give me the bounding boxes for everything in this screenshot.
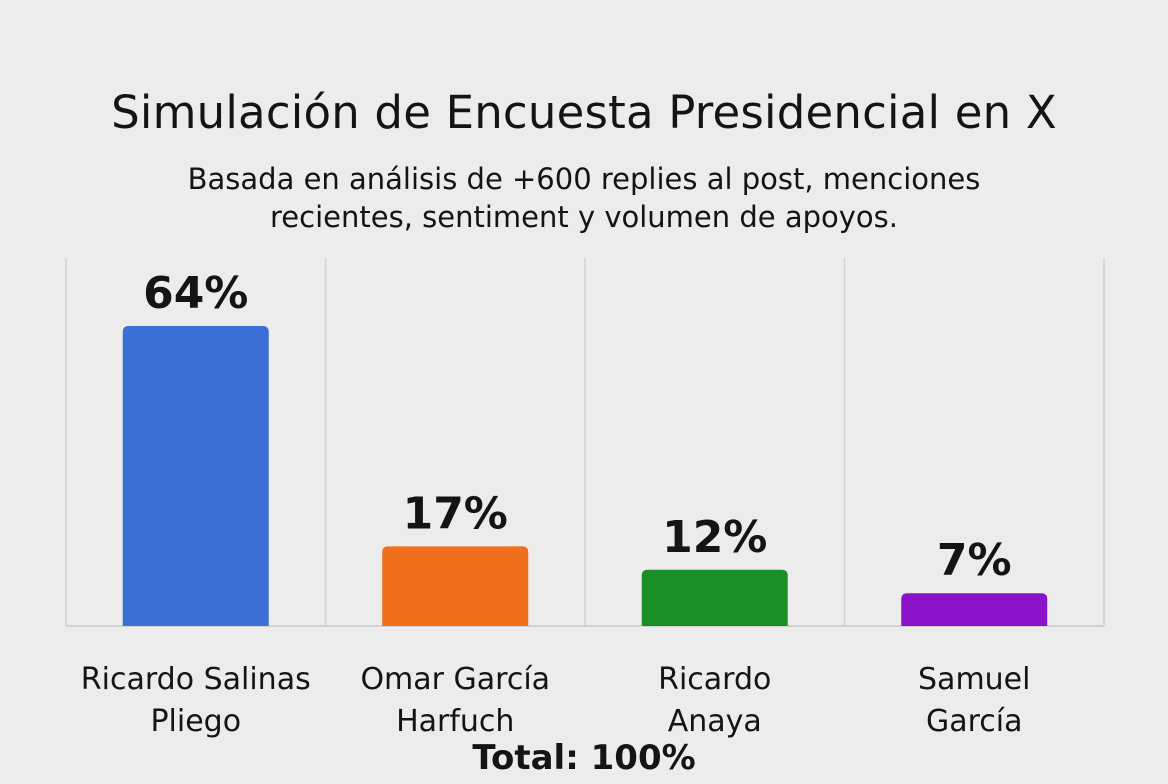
category-label: Anaya <box>668 704 762 739</box>
category-label: Samuel <box>918 662 1030 697</box>
bar <box>122 326 269 626</box>
category-label: Ricardo Salinas <box>81 662 311 697</box>
category-label: Harfuch <box>396 704 514 739</box>
chart-subtitle: Basada en análisis de +600 replies al po… <box>0 160 1168 236</box>
value-label: 17% <box>403 488 508 539</box>
value-label: 7% <box>937 535 1012 586</box>
value-label: 12% <box>662 512 767 563</box>
category-label: Ricardo <box>658 662 771 697</box>
bar <box>901 593 1048 626</box>
value-labels: 64% 17% 12% 7% <box>143 268 1012 586</box>
bar <box>382 546 529 626</box>
chart-title: Simulación de Encuesta Presidencial en X <box>111 86 1057 139</box>
bar <box>641 569 788 626</box>
category-label: Omar García <box>360 662 550 697</box>
category-label: Pliego <box>150 704 241 739</box>
bars <box>122 326 1048 626</box>
value-label: 64% <box>143 268 248 319</box>
subtitle-line-2: recientes, sentiment y volumen de apoyos… <box>270 200 898 234</box>
subtitle-line-1: Basada en análisis de +600 replies al po… <box>187 162 981 196</box>
total-label: Total: 100% <box>472 738 696 778</box>
category-labels: Ricardo Salinas Pliego Omar García Harfuch R… <box>81 662 1031 739</box>
category-label: García <box>926 704 1023 739</box>
